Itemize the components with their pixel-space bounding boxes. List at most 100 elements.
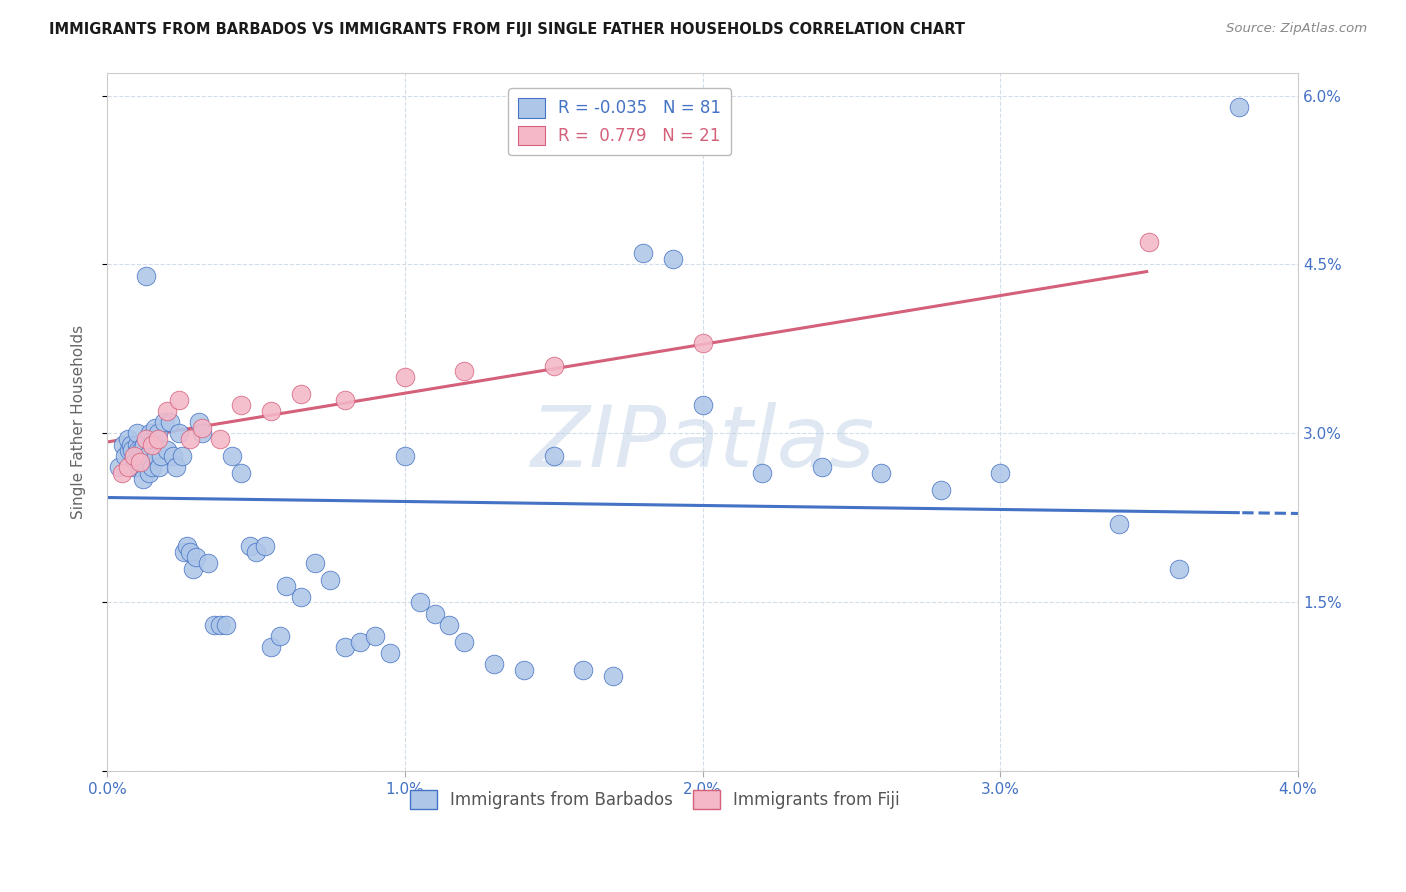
Point	[202, 618, 225, 632]
Point	[631, 246, 654, 260]
Point	[146, 432, 169, 446]
Point	[197, 556, 219, 570]
Point	[335, 640, 357, 655]
Point	[439, 618, 461, 632]
Point	[423, 607, 446, 621]
Point	[170, 449, 193, 463]
Point	[176, 539, 198, 553]
Point	[114, 449, 136, 463]
Point	[253, 539, 276, 553]
Point	[108, 460, 131, 475]
Point	[135, 432, 157, 446]
Point	[138, 466, 160, 480]
Point	[870, 466, 893, 480]
Point	[1108, 516, 1130, 531]
Point	[134, 438, 156, 452]
Point	[513, 663, 536, 677]
Point	[319, 573, 342, 587]
Point	[260, 640, 283, 655]
Point	[165, 460, 187, 475]
Point	[239, 539, 262, 553]
Point	[135, 268, 157, 283]
Point	[156, 404, 179, 418]
Point	[260, 404, 283, 418]
Point	[482, 657, 505, 672]
Point	[186, 550, 208, 565]
Point	[572, 663, 595, 677]
Legend: Immigrants from Barbados, Immigrants from Fiji: Immigrants from Barbados, Immigrants fro…	[404, 783, 907, 815]
Point	[112, 438, 135, 452]
Point	[117, 432, 139, 446]
Point	[269, 629, 291, 643]
Point	[148, 460, 170, 475]
Point	[159, 415, 181, 429]
Point	[988, 466, 1011, 480]
Point	[453, 635, 475, 649]
Point	[1137, 235, 1160, 249]
Point	[131, 443, 153, 458]
Point	[274, 578, 297, 592]
Point	[209, 432, 232, 446]
Point	[141, 438, 163, 452]
Point	[751, 466, 773, 480]
Point	[378, 646, 401, 660]
Point	[409, 595, 432, 609]
Y-axis label: Single Father Households: Single Father Households	[72, 325, 86, 519]
Point	[692, 398, 714, 412]
Point	[143, 421, 166, 435]
Point	[543, 359, 565, 373]
Point	[121, 443, 143, 458]
Point	[290, 590, 312, 604]
Point	[167, 426, 190, 441]
Text: IMMIGRANTS FROM BARBADOS VS IMMIGRANTS FROM FIJI SINGLE FATHER HOUSEHOLDS CORREL: IMMIGRANTS FROM BARBADOS VS IMMIGRANTS F…	[49, 22, 965, 37]
Point	[149, 449, 172, 463]
Text: ZIPatlas: ZIPatlas	[530, 401, 875, 484]
Point	[1227, 100, 1250, 114]
Point	[179, 545, 201, 559]
Point	[810, 460, 832, 475]
Point	[221, 449, 243, 463]
Point	[335, 392, 357, 407]
Point	[349, 635, 371, 649]
Point	[215, 618, 238, 632]
Point	[146, 426, 169, 441]
Point	[111, 466, 134, 480]
Point	[118, 443, 141, 458]
Point	[122, 460, 145, 475]
Point	[120, 438, 142, 452]
Point	[1168, 561, 1191, 575]
Point	[543, 449, 565, 463]
Point	[209, 618, 232, 632]
Point	[245, 545, 267, 559]
Point	[152, 415, 174, 429]
Point	[128, 460, 150, 475]
Point	[122, 449, 145, 463]
Point	[602, 668, 624, 682]
Point	[173, 545, 195, 559]
Point	[304, 556, 326, 570]
Point	[125, 426, 148, 441]
Point	[191, 426, 214, 441]
Point	[142, 432, 165, 446]
Text: Source: ZipAtlas.com: Source: ZipAtlas.com	[1226, 22, 1367, 36]
Point	[127, 443, 149, 458]
Point	[229, 466, 252, 480]
Point	[229, 398, 252, 412]
Point	[132, 471, 155, 485]
Point	[117, 460, 139, 475]
Point	[125, 438, 148, 452]
Point	[188, 415, 211, 429]
Point	[929, 483, 952, 497]
Point	[191, 421, 214, 435]
Point	[394, 370, 416, 384]
Point	[128, 454, 150, 468]
Point	[136, 449, 159, 463]
Point	[124, 454, 146, 468]
Point	[167, 392, 190, 407]
Point	[290, 387, 312, 401]
Point	[145, 449, 167, 463]
Point	[394, 449, 416, 463]
Point	[139, 426, 162, 441]
Point	[662, 252, 685, 266]
Point	[453, 364, 475, 378]
